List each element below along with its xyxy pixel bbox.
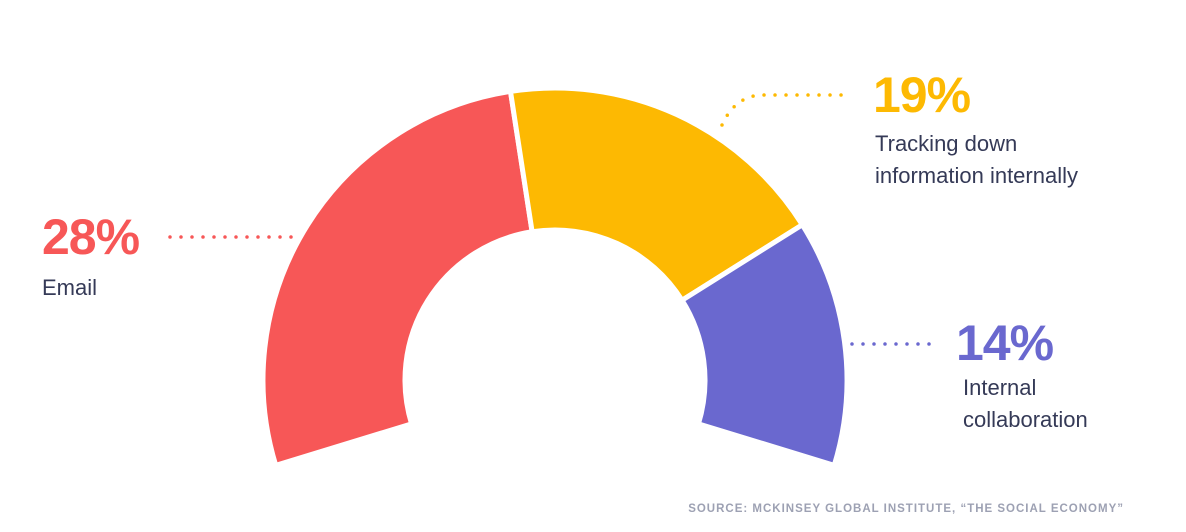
donut-segment: [507, 85, 806, 304]
source-note: SOURCE: MCKINSEY GLOBAL INSTITUTE, “THE …: [688, 503, 1124, 515]
leader-line: [720, 93, 844, 127]
value-label: 14%: [956, 315, 1054, 371]
donut-segment: [260, 88, 535, 469]
category-label: Internal collaboration: [963, 375, 1088, 432]
category-label: Tracking down information internally: [875, 131, 1078, 188]
category-label: Email: [42, 275, 98, 300]
value-label: 28%: [42, 209, 140, 265]
value-label: 19%: [873, 67, 971, 123]
donut-segment: [678, 221, 850, 469]
